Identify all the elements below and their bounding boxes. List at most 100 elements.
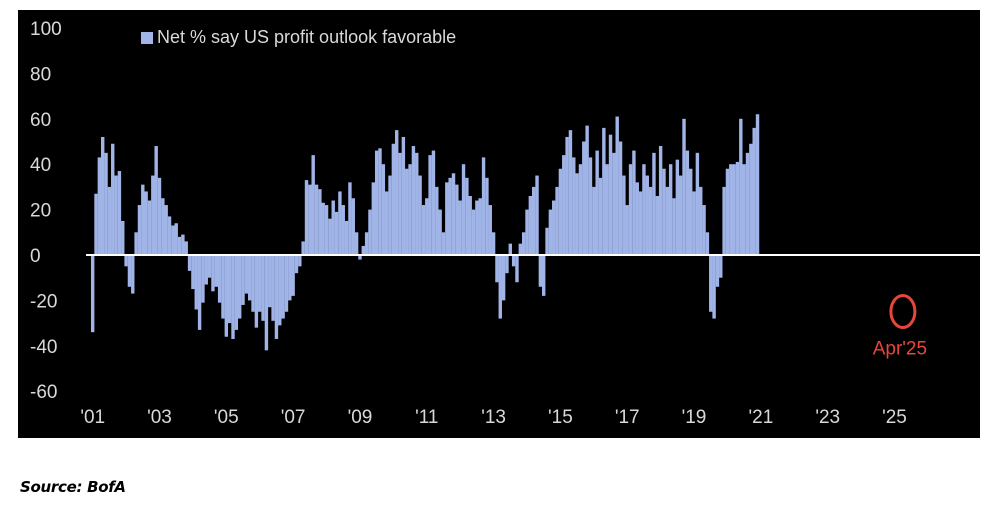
bar — [525, 209, 529, 255]
bar — [248, 255, 252, 301]
bar — [602, 127, 606, 255]
bar — [114, 175, 118, 255]
bar — [491, 232, 496, 255]
bar — [528, 195, 533, 255]
bar — [675, 159, 680, 255]
bar — [441, 232, 446, 255]
bar — [294, 255, 299, 274]
bar — [635, 182, 639, 255]
y-tick-label: 60 — [30, 110, 51, 131]
bar — [321, 202, 325, 255]
bar — [729, 164, 733, 255]
bar — [588, 157, 593, 255]
x-tick-label: '11 — [415, 407, 438, 428]
bar — [715, 255, 720, 287]
bar — [144, 191, 148, 255]
y-tick-label: 20 — [30, 201, 51, 222]
bar — [354, 232, 359, 255]
bar — [451, 173, 456, 255]
bar — [324, 205, 329, 255]
bar — [184, 241, 188, 255]
bar — [705, 232, 710, 255]
bar — [334, 211, 339, 255]
bar — [368, 209, 372, 255]
bar — [749, 143, 753, 255]
bar — [197, 255, 202, 330]
x-axis: '01 '03 '05 '07 '09 '11 '13 '15 '17 '19 '21 '23 '25 — [80, 407, 907, 428]
x-tick-label: '05 — [214, 407, 239, 428]
bar — [508, 243, 512, 255]
bar — [498, 255, 502, 319]
bar — [558, 168, 563, 255]
bar — [351, 198, 355, 255]
bar — [468, 195, 472, 255]
bar — [501, 255, 506, 301]
bar — [401, 136, 406, 255]
bar — [341, 205, 345, 255]
bar — [672, 198, 676, 255]
bar — [712, 255, 716, 319]
bar — [488, 205, 492, 255]
bar — [745, 152, 750, 255]
bar — [261, 255, 265, 321]
bar — [171, 225, 175, 255]
bar — [742, 164, 746, 255]
bar — [211, 255, 215, 292]
bar — [371, 182, 376, 255]
bar — [425, 198, 429, 255]
bar — [164, 205, 168, 255]
bar — [448, 177, 452, 255]
bar — [107, 186, 112, 255]
bar — [739, 118, 743, 255]
bar — [521, 232, 526, 255]
bar — [755, 114, 760, 255]
bar — [207, 255, 212, 278]
y-tick-label: 0 — [30, 246, 41, 267]
bar — [612, 152, 616, 255]
bar — [361, 245, 365, 255]
bar — [268, 255, 272, 308]
x-tick-label: '25 — [882, 407, 907, 428]
annotation-circle — [889, 294, 917, 329]
bar — [395, 130, 399, 255]
bar — [582, 141, 586, 255]
bar — [174, 223, 178, 255]
bar — [625, 205, 629, 255]
bar — [338, 191, 342, 255]
bars-group — [90, 114, 760, 351]
bar — [665, 186, 670, 255]
x-tick-label: '13 — [481, 407, 506, 428]
bar — [695, 152, 700, 255]
bar — [127, 255, 132, 287]
bar — [565, 136, 569, 255]
y-tick-label: 80 — [30, 64, 51, 85]
bar — [458, 200, 462, 255]
bar — [97, 157, 102, 255]
bar — [481, 157, 486, 255]
bar — [348, 182, 352, 255]
bar — [167, 216, 172, 255]
bar — [572, 157, 576, 255]
bar — [568, 130, 573, 255]
x-tick-label: '21 — [749, 407, 774, 428]
y-tick-label: -40 — [30, 337, 57, 358]
bar — [732, 164, 736, 255]
bar — [538, 255, 543, 287]
bar — [662, 168, 666, 255]
bar — [284, 255, 289, 312]
profit-outlook-chart: 100 80 60 40 20 0 -20 -40 -60 '01 '03 '05 '07 '09 '11… — [30, 19, 980, 428]
bar — [131, 255, 135, 294]
x-tick-label: '09 — [348, 407, 373, 428]
legend-label: Net % say US profit outlook favorable — [157, 27, 456, 47]
bar — [421, 205, 426, 255]
bar — [254, 255, 259, 328]
legend-swatch — [141, 32, 153, 44]
bar — [685, 150, 690, 255]
bar — [555, 186, 559, 255]
bar — [241, 255, 245, 305]
bar — [405, 168, 409, 255]
bar — [408, 164, 412, 255]
bar — [628, 164, 633, 255]
bar — [518, 243, 523, 255]
bar — [682, 118, 686, 255]
